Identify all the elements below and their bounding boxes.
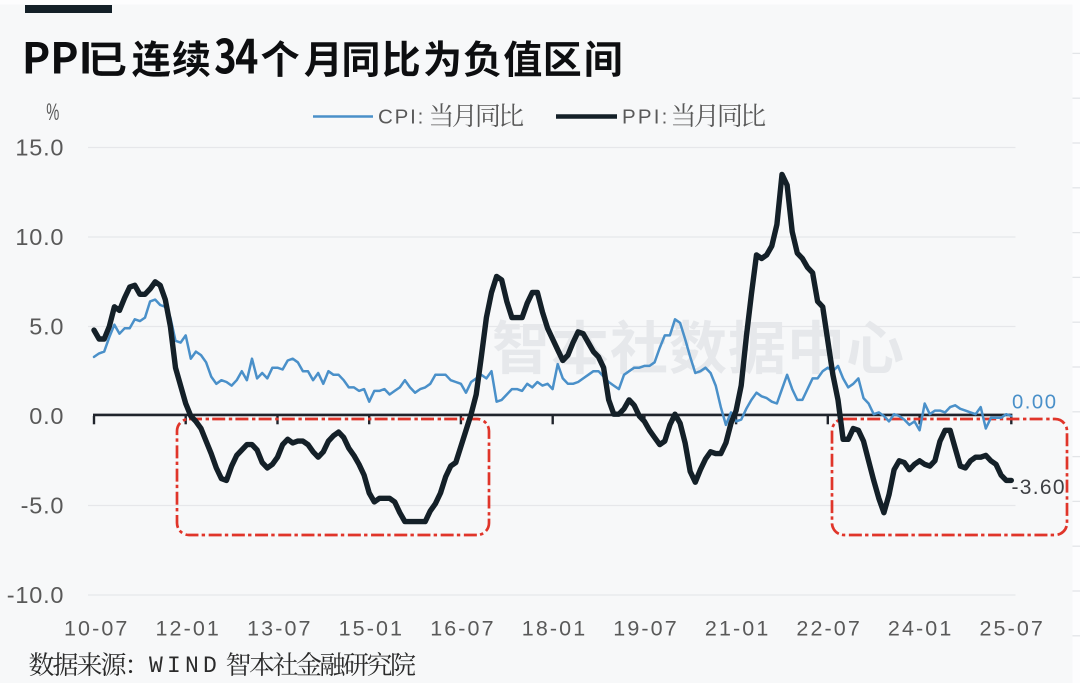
svg-text:10.0: 10.0 [15, 224, 64, 250]
svg-text:-10.0: -10.0 [7, 582, 65, 608]
svg-text:21-01: 21-01 [705, 616, 771, 640]
svg-text:22-07: 22-07 [796, 616, 862, 640]
svg-text:PPI:: PPI: [622, 106, 670, 129]
svg-text:19-07: 19-07 [613, 616, 679, 640]
svg-text:CPI:: CPI: [378, 106, 425, 129]
svg-text:0.0: 0.0 [29, 403, 64, 429]
svg-text:%: % [46, 99, 59, 126]
svg-text:12-01: 12-01 [156, 616, 222, 640]
svg-text:5.0: 5.0 [29, 314, 64, 340]
svg-text:10-07: 10-07 [64, 616, 130, 640]
svg-text:24-01: 24-01 [888, 616, 954, 640]
svg-text:WIND: WIND [149, 653, 221, 679]
svg-text:15.0: 15.0 [15, 135, 64, 161]
svg-text:0.00: 0.00 [1012, 392, 1057, 414]
svg-text:16-07: 16-07 [430, 616, 496, 640]
svg-text:15-01: 15-01 [339, 616, 405, 640]
svg-text:-3.60: -3.60 [1012, 476, 1066, 499]
svg-text:18-01: 18-01 [522, 616, 588, 640]
svg-text:13-07: 13-07 [247, 616, 313, 640]
svg-text:25-07: 25-07 [980, 616, 1046, 640]
svg-text:-5.0: -5.0 [21, 493, 65, 519]
